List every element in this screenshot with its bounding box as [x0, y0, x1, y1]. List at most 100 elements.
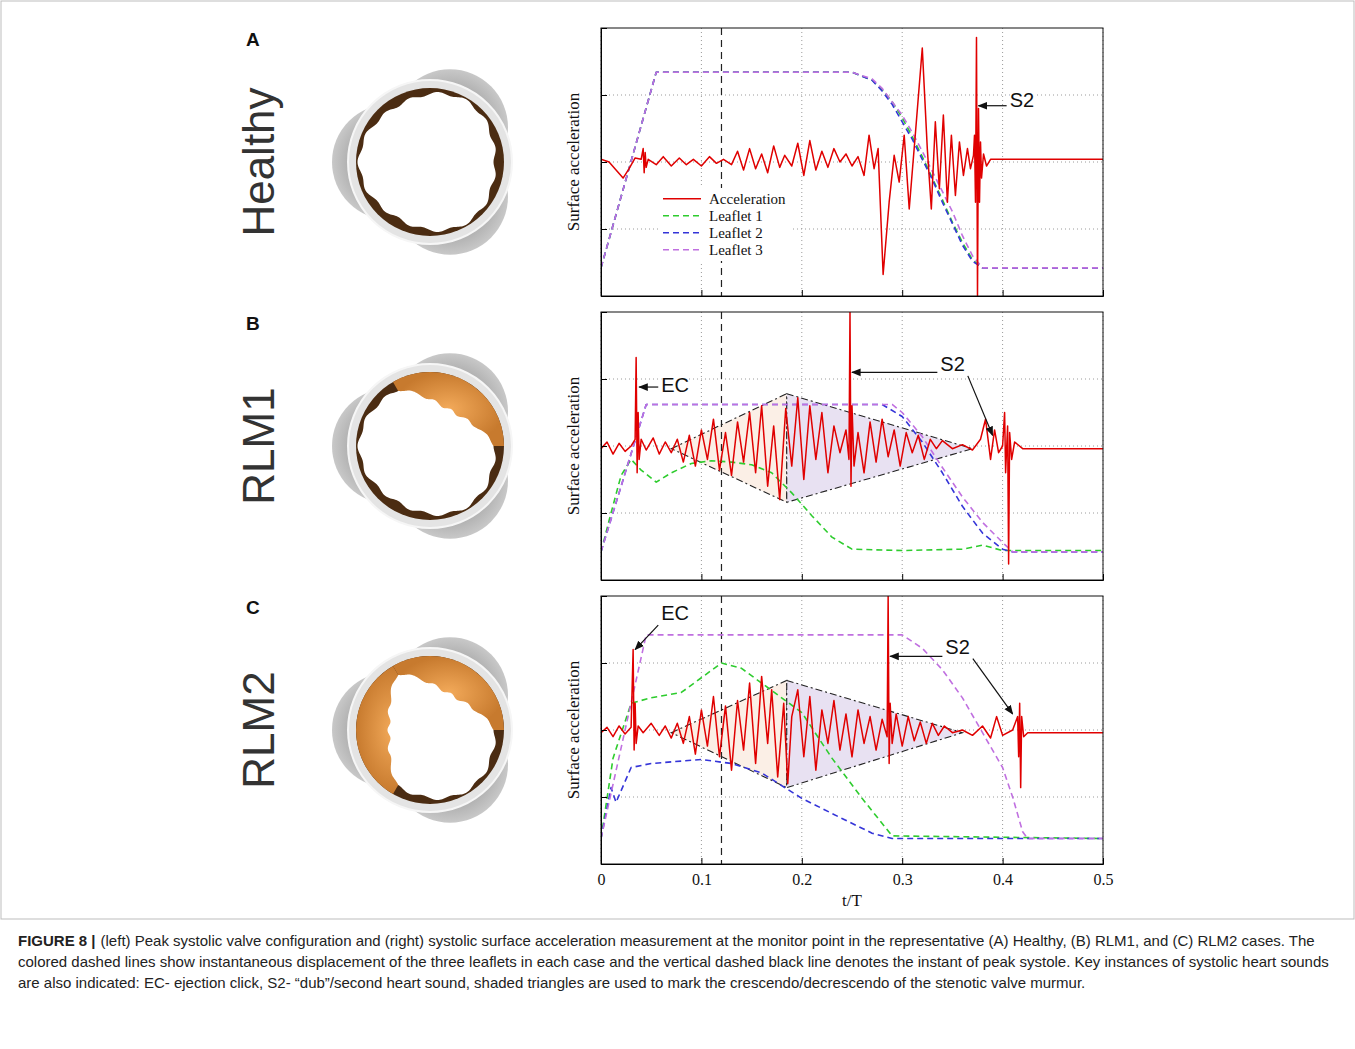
x-tick-label: 0.1 [692, 871, 712, 888]
leaflet-line [601, 72, 1103, 268]
y-tick [601, 446, 607, 447]
legend-background [659, 188, 790, 261]
valve [332, 637, 512, 822]
annotation: EC [635, 602, 689, 650]
legend-swatch [663, 232, 701, 234]
x-axis-line [602, 290, 1104, 297]
x-tick [802, 574, 803, 580]
acceleration-line [601, 312, 1103, 564]
y-axis [601, 29, 607, 297]
y-tick [601, 95, 607, 96]
y-tick [601, 730, 607, 731]
leaflet-surface [356, 88, 504, 236]
annotation-arrow [852, 372, 937, 373]
grid [601, 28, 1103, 296]
y-tick [601, 379, 607, 380]
y-grid-line [601, 797, 1103, 798]
annotation-arrow [973, 659, 1013, 714]
x-tick-mark [1003, 290, 1004, 296]
leaflet-line [601, 72, 1103, 268]
x-tick [902, 290, 903, 296]
x-grid-line [1002, 596, 1003, 864]
x-tick [902, 574, 903, 580]
grid [601, 596, 1103, 864]
y-tick-mark [601, 95, 607, 96]
y-axis-title: Surface acceleration [564, 376, 583, 515]
y-tick-mark [601, 229, 607, 230]
legend-label: Leaflet 1 [709, 208, 763, 224]
panel-letter: B [246, 313, 260, 334]
panel-letter: A [246, 29, 260, 50]
x-tick [1103, 290, 1104, 296]
y-grid-line [601, 663, 1103, 664]
x-tick-mark [1003, 858, 1004, 864]
y-tick [601, 663, 607, 664]
x-axis-title: t/T [842, 891, 862, 910]
marks [601, 28, 1103, 296]
y-axis-line [602, 313, 608, 581]
row-title: RLM1 [234, 387, 283, 504]
peak-systole-line [721, 312, 722, 580]
x-axis [602, 574, 1104, 581]
panel: 00.10.20.30.40.5Surface accelerationt/TR… [234, 596, 1114, 910]
annotation-label: EC [661, 602, 689, 624]
plot-frame [601, 596, 1103, 864]
annotation-label: S2 [1010, 89, 1034, 111]
x-tick-label: 0.3 [893, 871, 913, 888]
y-axis [601, 597, 607, 865]
legend-label: Leaflet 2 [709, 225, 763, 241]
panel-letter: C [246, 597, 260, 618]
x-tick-mark [902, 290, 903, 296]
panel: Surface acceleration RLM1 B EC S2 [234, 312, 1104, 581]
x-tick-mark [1103, 858, 1104, 864]
valve-orifice [358, 391, 496, 516]
valve-orifice [358, 92, 496, 232]
y-tick-mark [601, 513, 607, 514]
legend-entry: Leaflet 2 [663, 225, 763, 241]
annotation-arrow [979, 105, 1007, 106]
x-tick: 0.5 [1094, 858, 1114, 888]
leaflet-surface [356, 372, 504, 520]
y-axis [601, 313, 607, 581]
caption: FIGURE 8 |(left) Peak systolic valve con… [18, 930, 1334, 993]
x-tick-mark [802, 574, 803, 580]
annotation-label: EC [661, 374, 689, 396]
x-tick [1003, 574, 1004, 580]
marks [601, 596, 1103, 864]
x-tick-mark [902, 574, 903, 580]
annotation-label: S2 [940, 353, 964, 375]
x-axis-line [602, 574, 1104, 581]
annotation: S2 [979, 89, 1035, 111]
acceleration-line [601, 596, 1103, 788]
y-tick [601, 797, 607, 798]
annotation-arrow [639, 386, 658, 387]
legend-swatch [663, 198, 701, 200]
x-tick: 0.1 [692, 858, 712, 888]
y-tick [601, 229, 607, 230]
y-tick-mark [601, 663, 607, 664]
x-tick: 0.4 [993, 858, 1013, 888]
legend-label: Leaflet 3 [709, 242, 763, 258]
annotation-arrow [635, 625, 658, 650]
leaflet-line [601, 759, 1103, 838]
y-grid-line [601, 513, 1103, 514]
marks [601, 312, 1103, 580]
y-tick-mark [601, 797, 607, 798]
figure-frame [1, 1, 1354, 919]
x-tick-label: 0.2 [792, 871, 812, 888]
x-tick-mark [902, 858, 903, 864]
x-axis: 00.10.20.30.40.5 [598, 858, 1114, 888]
x-tick-mark [1103, 574, 1104, 580]
annotation: S2 [852, 353, 993, 435]
x-tick-mark [701, 858, 702, 864]
annotation-arrow [968, 376, 993, 435]
y-tick-mark [601, 379, 607, 380]
x-tick-label: 0.4 [993, 871, 1013, 888]
murmur-crescendo [671, 680, 786, 787]
x-tick [701, 574, 702, 580]
valve-annulus [348, 648, 512, 812]
legend-entry: Leaflet 1 [663, 208, 763, 224]
caption-label: FIGURE 8 | [18, 932, 96, 949]
x-tick-mark [701, 574, 702, 580]
leaflet-line [601, 72, 1103, 268]
